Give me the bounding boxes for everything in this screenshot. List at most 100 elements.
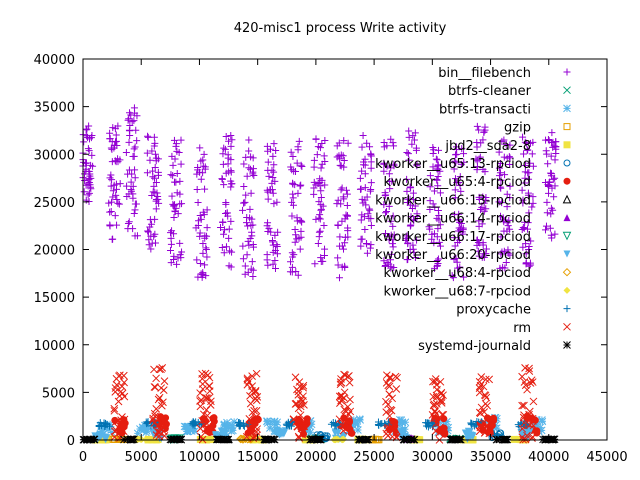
data-point	[240, 183, 248, 191]
data-point	[110, 181, 118, 189]
data-point	[158, 416, 166, 424]
y-tick-label: 35000	[34, 101, 75, 116]
data-point	[475, 252, 483, 260]
data-point	[115, 200, 123, 208]
data-point	[340, 163, 348, 171]
data-point	[409, 189, 417, 197]
data-point	[217, 223, 225, 231]
data-point	[168, 152, 176, 160]
data-point	[497, 176, 505, 184]
data-point	[337, 375, 345, 383]
data-point	[197, 215, 205, 223]
data-point	[337, 420, 345, 429]
data-point	[245, 415, 254, 423]
data-point	[343, 190, 351, 198]
data-point	[456, 173, 464, 181]
legend-label: kworker__u66:14-rpciod	[375, 212, 531, 227]
data-point	[183, 422, 192, 431]
data-point	[151, 139, 159, 147]
data-point	[451, 242, 459, 250]
data-point	[151, 230, 159, 238]
data-point	[241, 270, 249, 278]
data-point	[519, 199, 527, 207]
data-point	[523, 431, 531, 440]
data-point	[234, 419, 242, 427]
data-point	[196, 389, 204, 397]
data-point	[339, 152, 347, 160]
data-point	[132, 126, 140, 134]
data-point	[250, 243, 258, 251]
data-point	[429, 200, 437, 208]
data-point	[460, 273, 468, 281]
data-point	[189, 421, 197, 429]
data-point	[244, 237, 252, 245]
data-point	[82, 126, 90, 134]
data-point	[336, 161, 344, 169]
data-point	[149, 430, 157, 438]
data-point	[111, 125, 119, 133]
data-point	[290, 251, 298, 259]
data-point	[480, 250, 488, 258]
data-point	[351, 417, 360, 425]
data-point	[382, 408, 391, 416]
data-point	[159, 386, 168, 394]
data-point	[363, 249, 371, 257]
data-point	[222, 243, 230, 251]
data-point	[521, 381, 530, 390]
data-point	[291, 225, 299, 233]
data-point	[459, 224, 467, 232]
data-point	[148, 147, 156, 155]
data-point	[248, 408, 257, 417]
data-point	[267, 435, 275, 444]
data-point	[201, 185, 209, 193]
data-point	[133, 232, 141, 240]
data-point	[451, 186, 459, 194]
data-point	[111, 417, 120, 426]
data-point	[178, 200, 186, 208]
data-point	[335, 274, 343, 282]
data-point	[270, 161, 278, 169]
data-point	[293, 422, 302, 431]
data-point	[142, 424, 151, 433]
data-point	[299, 383, 308, 392]
data-point	[155, 199, 163, 207]
data-point	[82, 181, 90, 189]
data-point	[545, 182, 553, 189]
data-point	[112, 131, 120, 139]
legend-label: jbd2__sda2-8	[444, 139, 531, 154]
data-point	[268, 186, 276, 194]
data-point	[336, 242, 344, 250]
data-point	[541, 226, 549, 234]
data-point	[337, 186, 345, 194]
data-point	[361, 170, 369, 178]
data-point	[431, 427, 440, 435]
data-point	[114, 423, 122, 431]
data-point	[152, 205, 160, 213]
data-point	[543, 209, 551, 217]
data-point	[205, 394, 213, 402]
data-point	[227, 156, 235, 164]
data-point	[527, 376, 536, 385]
data-point	[264, 158, 272, 166]
data-point	[344, 233, 352, 241]
data-point	[436, 242, 444, 250]
data-point	[390, 142, 398, 150]
data-point	[426, 197, 434, 205]
data-point	[87, 174, 95, 182]
data-point	[387, 406, 396, 415]
data-point	[293, 159, 301, 167]
data-point	[269, 174, 277, 182]
data-point	[221, 145, 229, 153]
data-point	[199, 249, 207, 257]
data-point	[344, 423, 352, 432]
data-point	[182, 427, 191, 436]
data-point	[403, 148, 411, 156]
data-point	[538, 417, 547, 426]
data-point	[333, 435, 341, 443]
data-point	[450, 165, 458, 173]
data-point	[265, 172, 273, 180]
data-point	[338, 184, 346, 192]
legend-marker	[563, 214, 571, 222]
data-point	[388, 432, 397, 441]
data-point	[358, 211, 366, 219]
